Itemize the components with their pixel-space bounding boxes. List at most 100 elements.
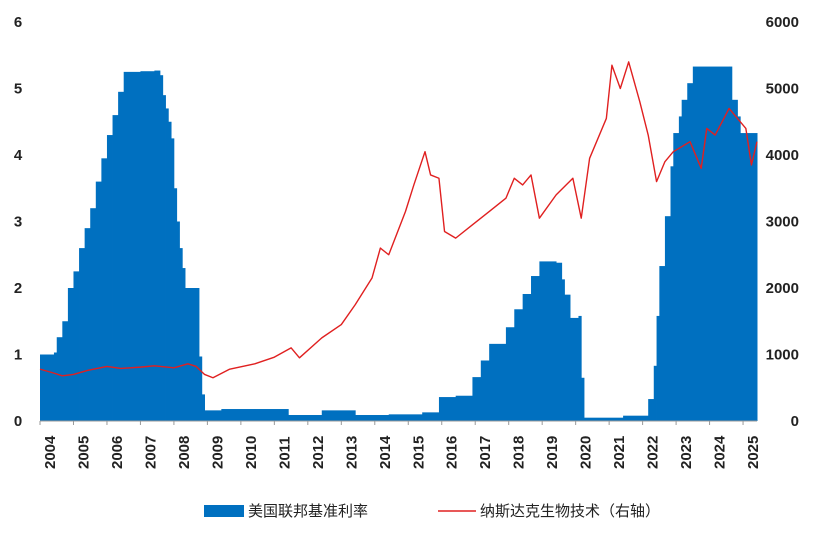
x-tick-label: 2008: [176, 436, 193, 469]
left-tick-label: 4: [14, 147, 23, 164]
x-tick-label: 2012: [310, 436, 327, 469]
rate-bar: [388, 414, 423, 421]
rate-bar: [659, 266, 666, 421]
right-tick-label: 3000: [766, 214, 799, 231]
rate-bar: [182, 268, 186, 421]
x-tick-label: 2004: [42, 435, 59, 469]
rate-bar: [438, 397, 457, 421]
left-tick-label: 5: [14, 81, 22, 98]
rate-bar: [729, 66, 733, 421]
rate-bar: [221, 409, 256, 421]
left-tick-label: 6: [14, 14, 22, 31]
rate-bar: [561, 279, 565, 421]
nasdaq-biotech-line: [39, 61, 758, 379]
x-tick-label: 2010: [243, 436, 260, 469]
rate-bar: [472, 377, 482, 421]
rate-bar: [455, 395, 473, 421]
right-axis-ticks: 0 1000 2000 3000 4000 5000 6000: [766, 14, 799, 430]
rate-bar: [154, 70, 161, 422]
rate-bar: [581, 377, 585, 421]
x-tick-label: 2017: [477, 436, 494, 469]
rate-bar: [159, 75, 164, 421]
rate-bar: [623, 415, 649, 421]
rate-bar: [79, 248, 86, 421]
rate-bar: [321, 410, 356, 421]
rate-bar: [664, 216, 671, 421]
rate-bar: [201, 394, 205, 421]
rate-bar: [101, 158, 108, 421]
rate-bar: [196, 288, 200, 421]
rate-bar: [556, 262, 563, 421]
left-axis-ticks: 0 1 2 3 4 5 6: [14, 14, 23, 430]
rate-bar: [171, 138, 175, 422]
right-tick-label: 2000: [766, 280, 799, 297]
left-tick-label: 1: [14, 347, 22, 364]
right-tick-label: 4000: [766, 147, 799, 164]
rate-bar: [95, 181, 102, 421]
x-tick-label: 2023: [678, 436, 695, 469]
rate-bar: [254, 409, 289, 421]
rate-bar: [681, 99, 688, 421]
x-tick-label: 2014: [377, 435, 394, 469]
rate-bar: [288, 415, 323, 421]
rate-bar: [422, 412, 440, 421]
rate-bar: [564, 294, 571, 421]
rate-bar: [67, 288, 74, 421]
rate-bar: [489, 343, 507, 421]
rate-bar: [123, 71, 141, 422]
rate-bar: [531, 276, 540, 421]
x-tick-label: 2024: [712, 435, 729, 469]
x-tick-label: 2018: [511, 436, 528, 469]
right-tick-label: 5000: [766, 81, 799, 98]
rate-bar: [185, 288, 192, 421]
legend-swatch-rate: [204, 505, 244, 517]
rate-bar: [731, 99, 738, 421]
rate-bar: [118, 91, 125, 421]
rate-bar: [90, 208, 97, 421]
rate-bar: [692, 66, 730, 421]
rate-bar: [112, 115, 119, 421]
rate-bar: [522, 293, 532, 421]
rate-bar: [165, 108, 169, 421]
rate-bar: [757, 133, 758, 421]
rate-bar: [73, 271, 80, 422]
x-tick-label: 2005: [75, 436, 92, 469]
rate-bar: [570, 317, 579, 421]
rate-bar: [653, 365, 657, 421]
x-tick-label: 2016: [444, 436, 461, 469]
rate-bar: [687, 83, 694, 422]
rate-bar: [673, 133, 680, 421]
rate-bar: [53, 352, 58, 421]
x-tick-label: 2025: [745, 436, 762, 469]
rate-bar: [480, 360, 490, 421]
legend: 美国联邦基准利率 纳斯达克生物技术（右轴）: [204, 502, 660, 520]
rate-bar: [179, 248, 183, 421]
rate-bar: [355, 415, 390, 421]
rate-bar: [584, 417, 624, 421]
x-tick-label: 2022: [645, 436, 662, 469]
rate-bar: [62, 321, 69, 421]
rate-bar: [670, 166, 674, 421]
left-tick-label: 3: [14, 214, 22, 231]
rate-bar: [199, 356, 203, 421]
right-tick-label: 6000: [766, 14, 799, 31]
rate-bar: [56, 337, 63, 421]
x-tick-label: 2020: [578, 436, 595, 469]
rate-bar: [514, 309, 524, 421]
rate-bar: [578, 315, 582, 421]
x-tick-label: 2009: [209, 436, 226, 469]
rate-bar: [190, 288, 197, 421]
rate-bar: [740, 133, 758, 421]
x-tick-label: 2019: [544, 436, 561, 469]
left-tick-label: 2: [14, 280, 22, 297]
rate-bar: [204, 410, 222, 421]
x-tick-label: 2015: [410, 436, 427, 469]
rate-bar: [648, 399, 655, 421]
left-tick-label: 0: [14, 413, 22, 430]
rate-bar: [84, 228, 91, 421]
rate-bar: [656, 315, 660, 421]
x-tick-label: 2021: [611, 436, 628, 469]
x-tick-label: 2011: [276, 436, 293, 469]
x-tick-label: 2006: [109, 436, 126, 469]
